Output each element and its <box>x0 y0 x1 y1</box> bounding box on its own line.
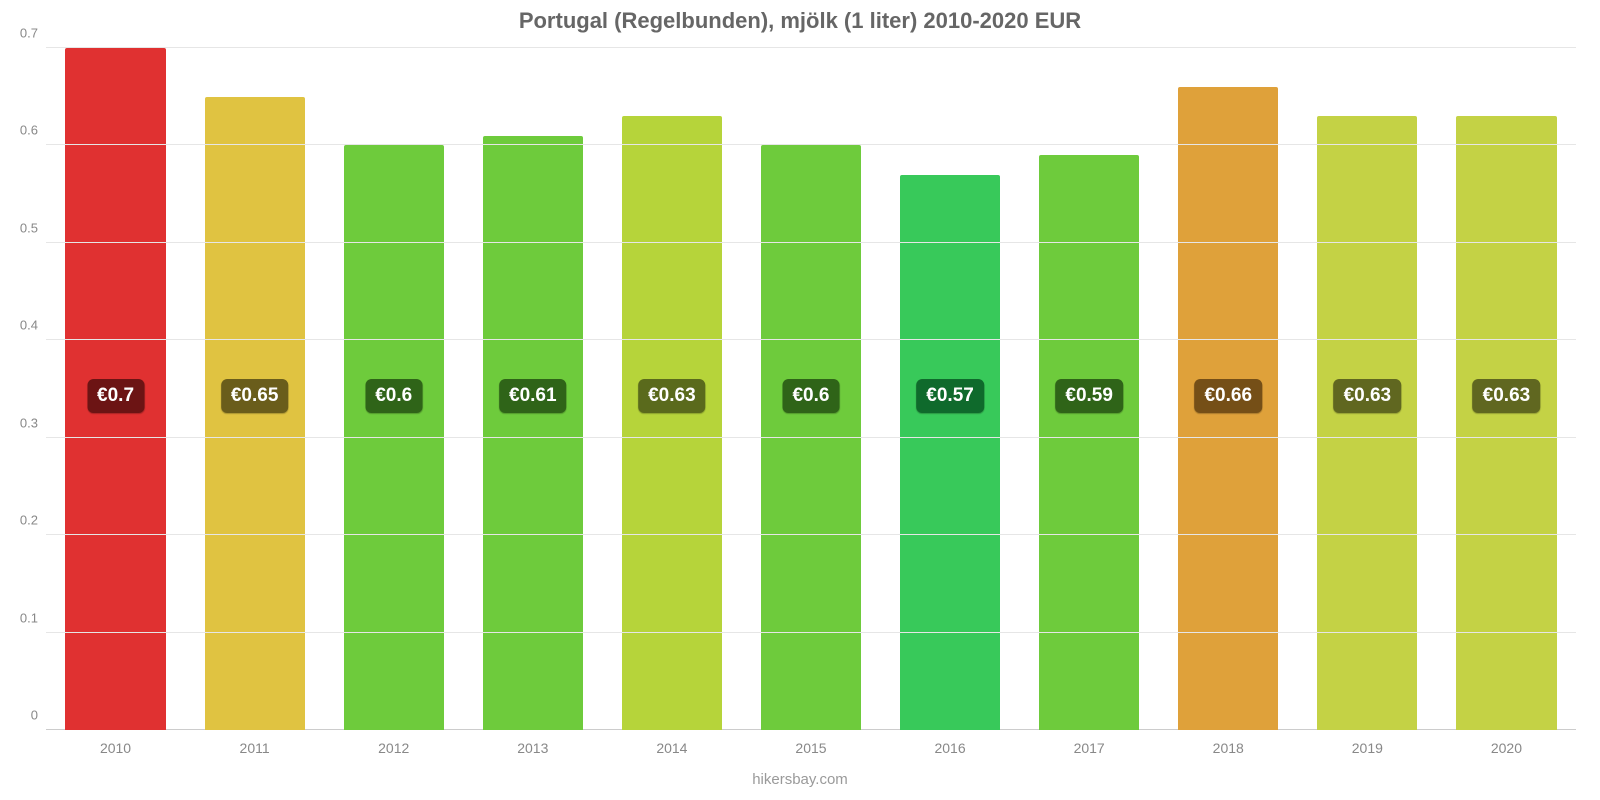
bar <box>1317 116 1417 730</box>
bar-slot: €0.62012 <box>324 48 463 730</box>
x-tick-label: 2012 <box>378 730 409 756</box>
bar-slot: €0.662018 <box>1159 48 1298 730</box>
y-tick-label: 0.4 <box>20 318 46 333</box>
y-tick-label: 0.6 <box>20 123 46 138</box>
chart-title: Portugal (Regelbunden), mjölk (1 liter) … <box>0 8 1600 34</box>
bar-slot: €0.652011 <box>185 48 324 730</box>
x-tick-label: 2011 <box>240 730 270 756</box>
x-tick-label: 2017 <box>1074 730 1105 756</box>
y-tick-label: 0.7 <box>20 26 46 41</box>
x-tick-label: 2019 <box>1352 730 1383 756</box>
value-badge: €0.65 <box>221 379 289 413</box>
bar-slot: €0.632014 <box>602 48 741 730</box>
value-badge: €0.6 <box>365 379 422 413</box>
bar <box>483 136 583 730</box>
y-tick-label: 0.2 <box>20 513 46 528</box>
bar-slot: €0.632020 <box>1437 48 1576 730</box>
grid-line <box>46 534 1576 535</box>
bar-slot: €0.572016 <box>881 48 1020 730</box>
value-badge: €0.57 <box>916 379 984 413</box>
x-tick-label: 2014 <box>656 730 687 756</box>
bar <box>205 97 305 730</box>
x-tick-label: 2016 <box>934 730 965 756</box>
bar <box>1456 116 1556 730</box>
bar-slot: €0.612013 <box>463 48 602 730</box>
grid-line <box>46 242 1576 243</box>
bars-layer: €0.72010€0.652011€0.62012€0.612013€0.632… <box>46 48 1576 730</box>
grid-line <box>46 339 1576 340</box>
x-tick-label: 2013 <box>517 730 548 756</box>
bar-slot: €0.632019 <box>1298 48 1437 730</box>
y-tick-label: 0.5 <box>20 220 46 235</box>
chart-container: Portugal (Regelbunden), mjölk (1 liter) … <box>0 0 1600 800</box>
bar <box>900 175 1000 730</box>
x-tick-label: 2018 <box>1213 730 1244 756</box>
bar <box>761 145 861 730</box>
grid-line <box>46 47 1576 48</box>
bar-slot: €0.72010 <box>46 48 185 730</box>
plot-area: €0.72010€0.652011€0.62012€0.612013€0.632… <box>46 48 1576 730</box>
value-badge: €0.66 <box>1194 379 1262 413</box>
x-tick-label: 2015 <box>795 730 826 756</box>
value-badge: €0.63 <box>1473 379 1541 413</box>
grid-line <box>46 437 1576 438</box>
value-badge: €0.61 <box>499 379 567 413</box>
bar-slot: €0.62015 <box>741 48 880 730</box>
value-badge: €0.59 <box>1055 379 1123 413</box>
bar-slot: €0.592017 <box>1020 48 1159 730</box>
y-tick-label: 0.3 <box>20 415 46 430</box>
x-tick-label: 2020 <box>1491 730 1522 756</box>
y-tick-label: 0.1 <box>20 610 46 625</box>
bar <box>344 145 444 730</box>
bar <box>622 116 722 730</box>
attribution-text: hikersbay.com <box>0 771 1600 788</box>
value-badge: €0.6 <box>782 379 839 413</box>
grid-line <box>46 144 1576 145</box>
value-badge: €0.7 <box>87 379 144 413</box>
grid-line <box>46 632 1576 633</box>
value-badge: €0.63 <box>1334 379 1402 413</box>
y-tick-label: 0 <box>31 708 46 723</box>
value-badge: €0.63 <box>638 379 706 413</box>
x-tick-label: 2010 <box>100 730 131 756</box>
